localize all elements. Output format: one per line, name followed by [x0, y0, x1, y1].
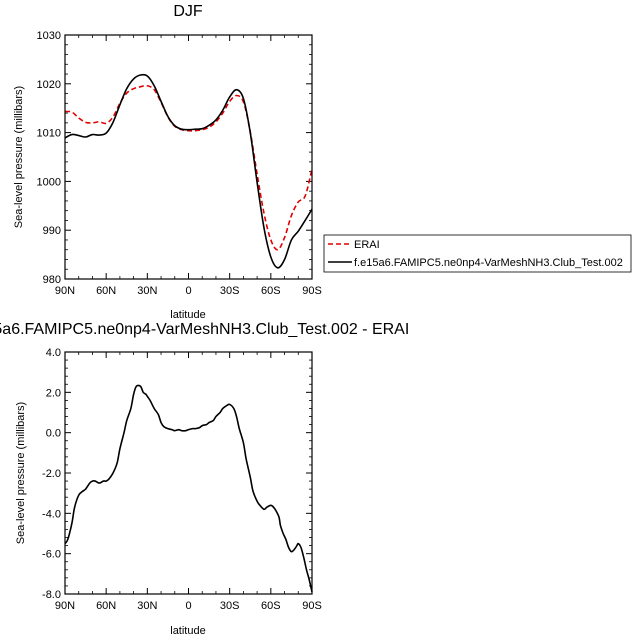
bottom-series-lines	[64, 384, 313, 593]
top-y-tick-label: 980	[43, 274, 61, 286]
bottom-x-ticks: 90N 60N 30N 0 30S 60S 90S	[55, 352, 322, 612]
legend-box	[323, 234, 632, 273]
top-x-tick-label: 0	[185, 285, 191, 297]
bottom-x-tick-label: 0	[185, 600, 191, 612]
bottom-y-tick-label: -6.0	[42, 549, 61, 561]
bottom-y-tick-label: -4.0	[42, 508, 61, 520]
bottom-panel: f.e15a6.FAMIPC5.ne0np4-VarMeshNH3.Club_T…	[0, 321, 409, 637]
top-y-tick-label: 1020	[37, 79, 61, 91]
top-series-line-0	[64, 84, 313, 251]
bottom-y-ticks: -8.0 -6.0 -4.0 -2.0 0.0 2.0 4.0	[42, 347, 312, 601]
top-x-tick-label: 60N	[96, 285, 116, 297]
top-x-ticks: 90N 60N 30N 0 30S 60S 90S	[55, 35, 322, 297]
legend-label-erai: ERAI	[354, 239, 380, 251]
bottom-y-axis-title: Sea-level pressure (millibars)	[15, 402, 27, 544]
legend-label-model: f.e15a6.FAMIPC5.ne0np4-VarMeshNH3.Club_T…	[354, 257, 623, 269]
top-y-tick-label: 990	[43, 225, 61, 237]
top-series-lines	[64, 73, 313, 269]
top-x-tick-label: 30N	[137, 285, 157, 297]
bottom-x-tick-label: 60S	[261, 600, 281, 612]
bottom-series-line-0	[64, 384, 313, 593]
top-y-tick-label: 1000	[37, 176, 61, 188]
bottom-x-axis-title: latitude	[170, 625, 205, 637]
bottom-chart-title: f.e15a6.FAMIPC5.ne0np4-VarMeshNH3.Club_T…	[0, 321, 409, 338]
bottom-plot-frame	[64, 351, 313, 595]
top-x-axis-title: latitude	[170, 309, 205, 321]
top-y-axis-title: Sea-level pressure (millibars)	[13, 86, 25, 228]
bottom-x-tick-label: 30N	[137, 600, 157, 612]
top-x-tick-label: 90N	[55, 285, 75, 297]
top-plot-frame	[64, 34, 313, 280]
top-y-tick-label: 1030	[37, 30, 61, 42]
bottom-y-tick-label: -8.0	[42, 589, 61, 601]
top-x-tick-label: 90S	[302, 285, 322, 297]
bottom-x-tick-label: 30S	[220, 600, 240, 612]
top-series-line-1	[64, 73, 313, 269]
top-y-tick-label: 1010	[37, 128, 61, 140]
top-chart-title: DJF	[173, 3, 203, 20]
bottom-x-tick-label: 60N	[96, 600, 116, 612]
top-panel: DJF Sea-level pressure (millibars) latit…	[13, 3, 322, 321]
legend: ERAI f.e15a6.FAMIPC5.ne0np4-VarMeshNH3.C…	[323, 234, 632, 273]
bottom-x-tick-label: 90N	[55, 600, 75, 612]
bottom-x-tick-label: 90S	[302, 600, 322, 612]
bottom-y-tick-label: -2.0	[42, 468, 61, 480]
bottom-y-tick-label: 4.0	[46, 347, 61, 359]
top-x-tick-label: 30S	[220, 285, 240, 297]
bottom-y-tick-label: 2.0	[46, 387, 61, 399]
top-x-tick-label: 60S	[261, 285, 281, 297]
bottom-y-tick-label: 0.0	[46, 428, 61, 440]
top-y-ticks: 980 990 1000 1010 1020 1030	[37, 30, 312, 286]
